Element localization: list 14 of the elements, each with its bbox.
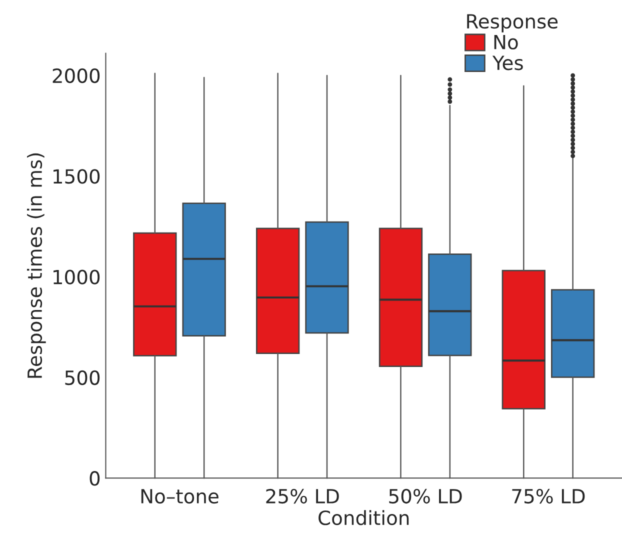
legend-title: Response [467,14,558,32]
y-tick-label: 1000 [54,270,100,284]
x-tick-label: 75% LD [512,488,585,504]
legend-label: No [494,34,518,50]
x-tick-label: No–tone [141,489,218,504]
x-tick-label: 50% LD [389,488,462,504]
x-axis-title: Condition [318,510,409,526]
y-tick-label: 500 [65,370,100,386]
y-tick-label: 0 [90,471,100,486]
y-tick-label: 1500 [54,169,100,184]
y-axis-title: Response times (in ms) [27,153,46,378]
y-tick-label: 2000 [52,68,100,84]
legend-label: Yes [492,56,523,70]
x-tick-label: 25% LD [266,488,339,504]
